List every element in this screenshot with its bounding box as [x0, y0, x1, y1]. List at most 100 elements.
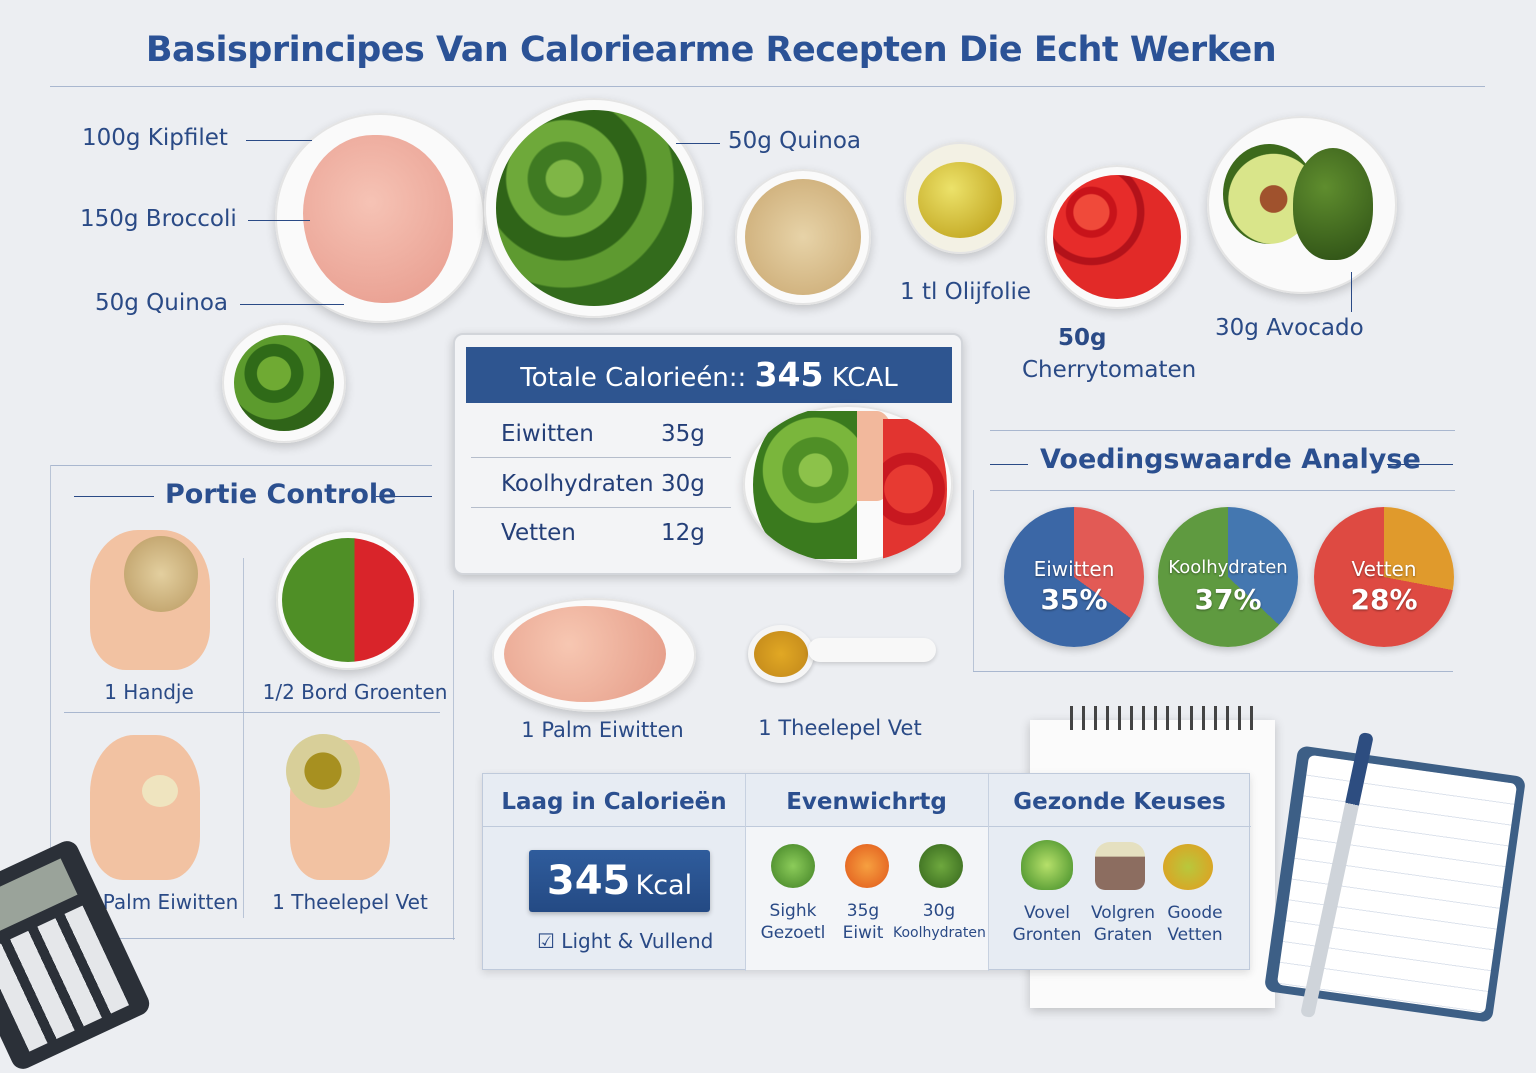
label-cherry-amount: 50g [1058, 325, 1107, 351]
chicken-bowl [275, 113, 485, 323]
macro-value: 12g [661, 520, 705, 546]
calories-header-label: Totale Calorieén:: [520, 363, 747, 393]
light-note: ☑ Light & Vullend [537, 929, 713, 953]
item-line: Gezoetl [760, 923, 826, 943]
vegetables-icon [1021, 840, 1073, 890]
grid-divider [243, 558, 244, 918]
panel-border [50, 938, 455, 939]
avocado-bowl [1207, 116, 1397, 294]
row-divider [471, 507, 731, 508]
leader-line [248, 220, 310, 221]
label-olijfolie: 1 tl Olijfolie [900, 279, 1032, 305]
balance-item: 30g Koolhydraten [893, 900, 986, 944]
col-title-laag: Laag in Calorieën [501, 789, 727, 815]
portie-label: 1 Theelepel Vet [272, 890, 428, 914]
teaspoon-hand-image [286, 734, 390, 880]
balance-item: 35g Eiwit [823, 900, 903, 944]
chicken-plate [492, 598, 696, 712]
leaf-icon [771, 844, 815, 888]
leader-line [246, 140, 312, 141]
panel-border [990, 490, 1455, 491]
check-circle-icon: ☑ [537, 929, 555, 953]
quinoa-bowl [735, 169, 871, 305]
broccoli-bowl [484, 98, 704, 318]
item-line: Koolhydraten [893, 925, 986, 941]
row-divider [471, 457, 731, 458]
pie-value: 35% [1040, 583, 1108, 616]
title-divider [50, 86, 1485, 87]
calories-header: Totale Calorieén:: 345 KCAL [466, 347, 952, 403]
label-avocado: 30g Avocado [1215, 315, 1364, 341]
label-quinoa-left: 50g Quinoa [95, 290, 228, 316]
macro-row: Vetten 12g [501, 520, 731, 546]
notepad-spiral [1070, 706, 1260, 730]
teaspoon [748, 625, 814, 683]
item-line: 30g [922, 901, 956, 921]
title-rule [376, 496, 432, 497]
half-plate-vegetables-image [276, 530, 420, 670]
page-title: Basisprincipes Van Caloriearme Recepten … [145, 30, 1277, 70]
summary-panel: Laag in Calorieën Evenwichrtg Gezonde Ke… [482, 773, 1251, 971]
column-divider [988, 774, 989, 971]
balance-item: Sighk Gezoetl [753, 900, 833, 944]
pie-eiwitten: Eiwitten 35% [1004, 507, 1144, 647]
macro-value: 35g [661, 421, 705, 447]
title-rule [990, 464, 1028, 465]
macro-row: Koolhydraten 30g [501, 471, 731, 497]
leader-line [240, 304, 344, 305]
total-calories-card: Totale Calorieén:: 345 KCAL Eiwitten 35g … [453, 333, 963, 575]
leader-line [676, 143, 720, 144]
olive-oil-glass [904, 142, 1016, 254]
healthy-fats-icon [1163, 844, 1213, 890]
item-line: Volgren [1090, 903, 1156, 923]
title-rule [74, 496, 154, 497]
macro-value: 30g [661, 471, 705, 497]
pie-label: Koolhydraten [1168, 557, 1288, 578]
header-divider [483, 826, 1251, 827]
panel-border [50, 465, 51, 940]
item-line: Eiwit [842, 923, 884, 943]
panel-border [50, 465, 432, 466]
portie-label: 1/2 Bord Groenten [262, 680, 448, 704]
choice-item: Volgren Graten [1083, 902, 1163, 946]
item-line: 35g [846, 901, 880, 921]
pie-value: 28% [1350, 583, 1418, 616]
label-kipfilet: 100g Kipfilet [82, 125, 228, 151]
spoon-label: 1 Theelepel Vet [758, 716, 922, 740]
analyse-title: Voedingswaarde Analyse [1040, 444, 1421, 475]
panel-border [973, 671, 1453, 672]
pie-value: 37% [1194, 583, 1262, 616]
pie-label: Vetten [1351, 557, 1417, 581]
choice-item: Vovel Gronten [1007, 902, 1087, 946]
kcal-unit: Kcal [635, 870, 693, 901]
item-line: Goode [1167, 903, 1223, 923]
item-line: Vetten [1167, 925, 1223, 945]
pie-vetten: Vetten 28% [1314, 507, 1454, 647]
macro-label: Vetten [501, 520, 576, 546]
orange-icon [845, 844, 889, 888]
panel-border [973, 490, 974, 672]
hand-handful-image [90, 530, 210, 670]
palm-label: 1 Palm Eiwitten [521, 718, 684, 742]
grains-icon [1095, 842, 1145, 890]
palm-image [90, 735, 200, 880]
label-quinoa-top: 50g Quinoa [728, 128, 861, 154]
light-note-text: Light & Vullend [561, 929, 714, 953]
panel-border [990, 430, 1455, 431]
kcal-badge: 345 Kcal [529, 850, 710, 912]
calories-header-value: 345 [754, 355, 824, 394]
macro-label: Eiwitten [501, 421, 594, 447]
item-line: Graten [1093, 925, 1153, 945]
label-cherry-name: Cherrytomaten [1022, 357, 1197, 383]
item-line: Gronten [1012, 925, 1082, 945]
item-line: Sighk [769, 901, 817, 921]
macro-row: Eiwitten 35g [501, 421, 731, 447]
calories-header-unit: KCAL [831, 363, 898, 393]
portie-label: 1 Handje [104, 680, 194, 704]
col-title-evenwichtig: Evenwichrtg [786, 789, 947, 815]
notebook [1263, 745, 1527, 1023]
label-broccoli: 150g Broccoli [80, 206, 237, 232]
pie-label: Eiwitten [1033, 557, 1115, 581]
kcal-value: 345 [546, 858, 631, 904]
column-divider [745, 774, 746, 971]
